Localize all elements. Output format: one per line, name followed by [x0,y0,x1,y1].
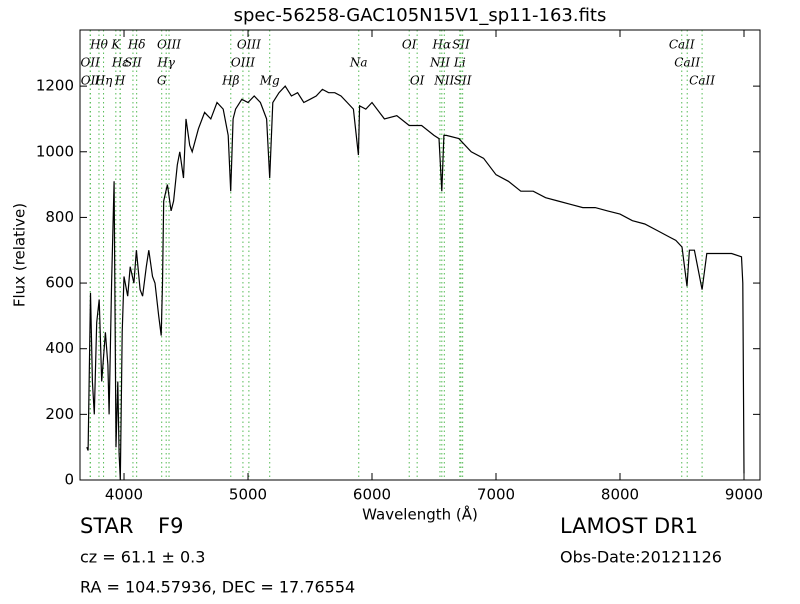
spectral-line-label: SII [454,74,472,88]
object-class: STAR [80,514,133,538]
spectral-line-label: Hβ [221,74,239,88]
x-tick-label: 8000 [601,486,639,504]
x-tick-label: 4000 [105,486,143,504]
plot-frame [79,29,761,481]
y-tick-label: 400 [45,339,74,357]
spectral-line-label: G [157,74,167,88]
spectral-line-label: Li [453,56,466,70]
spectral-line-label: K [110,38,121,52]
spectral-line-label: CaII [669,38,695,52]
x-tick-label: 7000 [477,486,515,504]
spectral-line-label: OIII [231,56,255,70]
x-axis-label: Wavelength (Å) [362,505,478,524]
x-tick-label: 9000 [725,486,763,504]
spectral-line-label: OI [402,38,417,52]
redshift: cz = 61.1 ± 0.3 [80,548,205,567]
spectrum [86,85,745,481]
spectral-line-label: NII [429,56,450,70]
spectral-line-label: Hδ [127,38,146,52]
subclass: F9 [158,514,183,538]
y-tick-label: 0 [64,471,74,489]
spectral-line-label: SII [452,38,470,52]
y-tick-label: 1200 [36,77,74,95]
survey: LAMOST DR1 [560,514,698,538]
spectral-line-label: Mg [259,74,280,88]
spectral-line-label: CaII [689,74,715,88]
spectral-line-label: Hγ [156,56,175,70]
spectral-line-label: OIII [157,38,181,52]
y-tick-label: 200 [45,405,74,423]
spectral-line-label: H [114,74,126,88]
spectral-line-label: Hη [94,74,113,88]
spectral-line-label: OIII [237,38,261,52]
spectral-line-label: OI [410,74,425,88]
obs-date: Obs-Date:20121126 [560,548,722,567]
y-tick-label: 1000 [36,142,74,160]
spectral-line-label: SII [124,56,142,70]
y-tick-label: 800 [45,208,74,226]
chart-title: spec-56258-GAC105N15V1_sp11-163.fits [234,5,607,26]
y-tick-label: 600 [45,274,74,292]
spectral-line-label: NII [433,74,454,88]
spectral-line-label: Hθ [89,38,108,52]
y-axis-label: Flux (relative) [11,203,29,307]
spectral-line-label: CaII [674,56,700,70]
x-tick-label: 6000 [353,486,391,504]
spectral-line-label: Na [349,56,368,70]
spectral-line-label: OII [81,74,101,88]
x-tick-label: 5000 [229,486,267,504]
coordinates: RA = 104.57936, DEC = 17.76554 [80,578,355,597]
spectral-line-label: Hα [432,38,452,52]
